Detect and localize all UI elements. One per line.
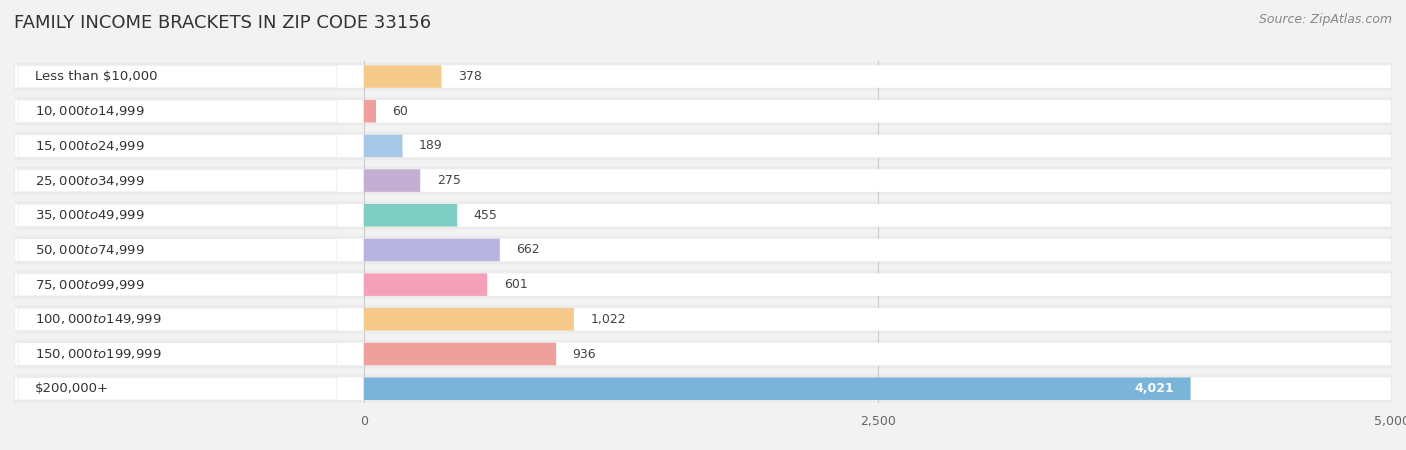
FancyBboxPatch shape xyxy=(14,305,1392,333)
FancyBboxPatch shape xyxy=(18,169,337,192)
FancyBboxPatch shape xyxy=(15,273,1391,296)
FancyBboxPatch shape xyxy=(18,135,337,157)
Text: 378: 378 xyxy=(458,70,482,83)
FancyBboxPatch shape xyxy=(364,308,574,331)
FancyBboxPatch shape xyxy=(18,238,337,261)
Text: 936: 936 xyxy=(572,347,596,360)
Text: 1,022: 1,022 xyxy=(591,313,626,326)
FancyBboxPatch shape xyxy=(14,201,1392,230)
FancyBboxPatch shape xyxy=(364,135,402,157)
FancyBboxPatch shape xyxy=(364,273,488,296)
FancyBboxPatch shape xyxy=(18,378,337,400)
FancyBboxPatch shape xyxy=(14,97,1392,125)
FancyBboxPatch shape xyxy=(18,65,337,88)
FancyBboxPatch shape xyxy=(18,204,337,226)
FancyBboxPatch shape xyxy=(15,204,1391,226)
Text: 662: 662 xyxy=(516,243,540,256)
FancyBboxPatch shape xyxy=(364,169,420,192)
FancyBboxPatch shape xyxy=(14,340,1392,368)
FancyBboxPatch shape xyxy=(18,308,337,331)
Text: Less than $10,000: Less than $10,000 xyxy=(35,70,157,83)
Text: $100,000 to $149,999: $100,000 to $149,999 xyxy=(35,312,162,326)
FancyBboxPatch shape xyxy=(18,273,337,296)
FancyBboxPatch shape xyxy=(18,343,337,365)
FancyBboxPatch shape xyxy=(15,343,1391,365)
FancyBboxPatch shape xyxy=(15,378,1391,400)
Text: $75,000 to $99,999: $75,000 to $99,999 xyxy=(35,278,145,292)
FancyBboxPatch shape xyxy=(15,100,1391,122)
FancyBboxPatch shape xyxy=(14,63,1392,90)
FancyBboxPatch shape xyxy=(15,65,1391,88)
Text: 275: 275 xyxy=(437,174,461,187)
FancyBboxPatch shape xyxy=(364,100,375,122)
FancyBboxPatch shape xyxy=(364,343,557,365)
FancyBboxPatch shape xyxy=(14,236,1392,264)
Text: $15,000 to $24,999: $15,000 to $24,999 xyxy=(35,139,145,153)
Text: $10,000 to $14,999: $10,000 to $14,999 xyxy=(35,104,145,118)
Text: 60: 60 xyxy=(392,105,408,118)
Text: 189: 189 xyxy=(419,140,443,153)
FancyBboxPatch shape xyxy=(364,378,1191,400)
FancyBboxPatch shape xyxy=(14,375,1392,403)
Text: 455: 455 xyxy=(474,209,498,222)
Text: FAMILY INCOME BRACKETS IN ZIP CODE 33156: FAMILY INCOME BRACKETS IN ZIP CODE 33156 xyxy=(14,14,432,32)
FancyBboxPatch shape xyxy=(14,166,1392,195)
Text: $200,000+: $200,000+ xyxy=(35,382,108,395)
Text: 4,021: 4,021 xyxy=(1135,382,1174,395)
Text: 601: 601 xyxy=(503,278,527,291)
FancyBboxPatch shape xyxy=(364,238,499,261)
FancyBboxPatch shape xyxy=(15,135,1391,157)
Text: $50,000 to $74,999: $50,000 to $74,999 xyxy=(35,243,145,257)
Text: $35,000 to $49,999: $35,000 to $49,999 xyxy=(35,208,145,222)
Text: $150,000 to $199,999: $150,000 to $199,999 xyxy=(35,347,162,361)
FancyBboxPatch shape xyxy=(15,308,1391,331)
FancyBboxPatch shape xyxy=(364,204,457,226)
FancyBboxPatch shape xyxy=(14,270,1392,299)
FancyBboxPatch shape xyxy=(15,238,1391,261)
FancyBboxPatch shape xyxy=(14,132,1392,160)
FancyBboxPatch shape xyxy=(15,169,1391,192)
Text: Source: ZipAtlas.com: Source: ZipAtlas.com xyxy=(1258,14,1392,27)
FancyBboxPatch shape xyxy=(364,65,441,88)
Text: $25,000 to $34,999: $25,000 to $34,999 xyxy=(35,174,145,188)
FancyBboxPatch shape xyxy=(18,100,337,122)
